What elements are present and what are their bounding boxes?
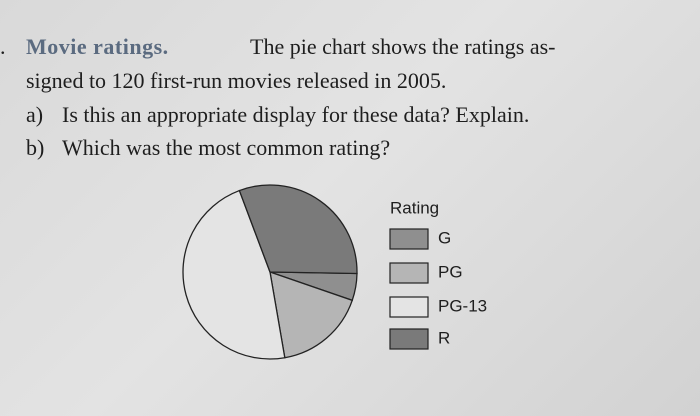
question-label: b)	[26, 135, 45, 160]
legend-swatch	[389, 228, 429, 250]
legend-label: R	[438, 328, 450, 347]
problem-text: The pie chart shows the ratings as-	[250, 34, 556, 59]
pie-slice	[269, 271, 354, 359]
problem-text: signed to 120 first-run movies released …	[26, 68, 447, 93]
legend-swatch	[389, 328, 429, 350]
problem-heading: Movie ratings.	[26, 34, 169, 59]
legend-swatch	[389, 262, 429, 284]
question-label: a)	[26, 102, 44, 127]
question-text: Which was the most common rating?	[62, 135, 391, 160]
problem-number: .	[0, 34, 6, 59]
legend-title: Rating	[390, 198, 439, 217]
legend-label: PG-13	[438, 296, 487, 315]
legend-label: PG	[438, 262, 463, 281]
legend-swatch	[389, 296, 429, 318]
question-text: Is this an appropriate display for these…	[62, 102, 530, 127]
pie-slice	[238, 184, 358, 275]
legend-label: G	[438, 228, 451, 247]
pie-slice	[182, 189, 286, 360]
